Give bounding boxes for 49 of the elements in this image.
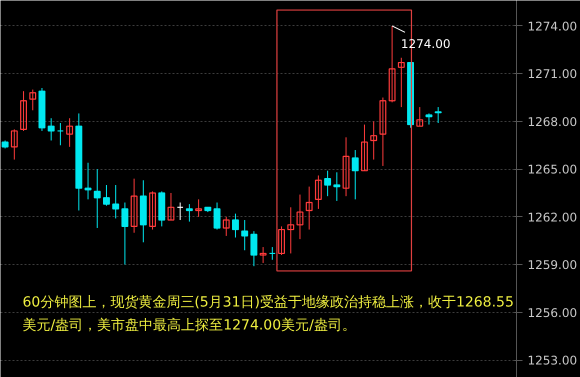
candlestick	[314, 174, 322, 210]
candlestick	[370, 120, 378, 160]
candlestick	[333, 172, 340, 202]
candlestick	[287, 206, 294, 254]
candlestick	[195, 198, 202, 218]
candlestick	[66, 118, 74, 148]
candlestick	[48, 118, 55, 141]
candlestick	[388, 25, 396, 103]
candlestick	[103, 184, 110, 206]
candlestick	[121, 202, 128, 266]
candlestick	[130, 178, 138, 234]
candlestick	[186, 204, 193, 222]
candlestick	[260, 246, 267, 264]
candlestick	[232, 213, 239, 238]
y-tick-label: 1262.00	[528, 210, 578, 224]
y-tick-label: 1253.00	[528, 354, 578, 368]
candlestick	[20, 90, 27, 132]
candlestick	[278, 226, 285, 256]
candlestick	[379, 97, 386, 166]
candlestick	[84, 162, 92, 200]
candlestick	[176, 202, 184, 221]
candlestick	[222, 216, 230, 236]
y-tick-label: 1265.00	[528, 162, 578, 177]
candlestick	[10, 128, 18, 160]
candlestick	[168, 192, 174, 221]
candlestick	[56, 122, 64, 146]
candlestick	[342, 136, 350, 197]
candlestick	[398, 57, 405, 108]
candlestick	[112, 184, 120, 219]
candlestick	[94, 168, 101, 228]
candlestick	[426, 112, 432, 126]
y-tick-label: 1268.00	[528, 114, 578, 129]
candlestick	[214, 202, 220, 230]
candlestick	[416, 106, 424, 127]
y-tick-label: 1256.00	[528, 306, 578, 320]
y-tick-label: 1259.00	[528, 258, 578, 272]
candlestick	[149, 190, 156, 230]
candlestick	[250, 230, 258, 267]
candlestick	[241, 220, 248, 251]
candlestick	[324, 170, 332, 197]
annotation: 60分钟图上，现货黄金周三(5月31日)受益于地缘政治持稳上涨，收于1268.55美元/盎司，美市盘中最高上探至1274.00美元/盎司。	[22, 294, 514, 334]
candlestick	[296, 194, 304, 240]
y-tick-label: 1271.00	[528, 67, 578, 82]
candlestick	[268, 246, 276, 260]
candlestick	[306, 186, 313, 230]
candlestick	[361, 124, 368, 172]
y-tick-label: 1274.00	[528, 19, 578, 34]
candlestick	[29, 89, 36, 111]
candlestick	[352, 150, 359, 200]
